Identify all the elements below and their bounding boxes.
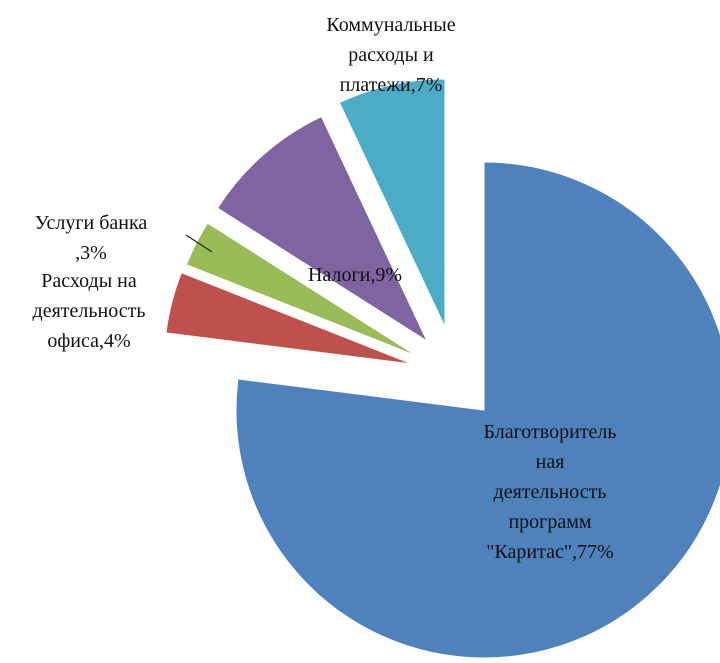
data-label-line: расходы и	[348, 44, 434, 66]
data-label-line: Расходы на	[41, 270, 137, 292]
pie-slice	[185, 222, 418, 357]
pie-slice	[235, 161, 720, 659]
data-label: Услуги банка ,3%	[35, 212, 148, 264]
data-label: Благотворитель ная деятельность программ "Ка…	[484, 421, 617, 563]
slices-layer	[165, 78, 720, 659]
data-label-line: офиса,4%	[47, 330, 130, 352]
data-label-line: деятельность	[33, 300, 146, 322]
data-label: Расходы на деятельность офиса,4%	[33, 270, 146, 352]
data-label-line: Услуги банка	[35, 212, 148, 234]
data-label: Налоги,9%	[308, 264, 402, 286]
data-label-line: программ	[508, 511, 591, 533]
pie-slice	[165, 272, 413, 365]
pie-slice	[216, 115, 429, 343]
pie-slice	[338, 78, 446, 328]
labels-layer: Благотворитель ная деятельность программ "Ка…	[33, 14, 617, 563]
data-label-line: Коммунальные	[326, 14, 455, 36]
data-label-line: платежи,7%	[340, 74, 443, 96]
data-label-line: ная	[536, 451, 565, 473]
data-label-line: Благотворитель	[484, 421, 617, 443]
data-label-line: "Каритас",77%	[486, 541, 613, 563]
data-label-line: Налоги,9%	[308, 264, 402, 286]
data-label-line: ,3%	[75, 242, 107, 264]
data-label: Коммунальные расходы и платежи,7%	[326, 14, 455, 96]
data-label-line: деятельность	[494, 481, 607, 503]
leader-line	[185, 234, 213, 253]
